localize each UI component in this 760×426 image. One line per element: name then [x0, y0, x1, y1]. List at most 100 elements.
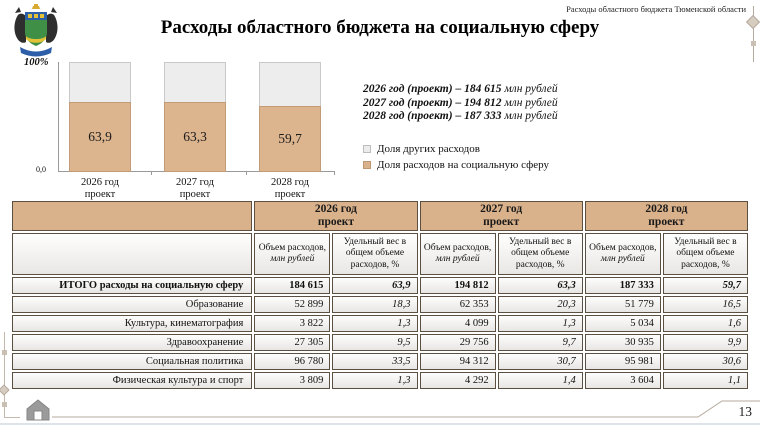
category-label-2026: 2026 год проект: [81, 177, 119, 200]
subheader-share-2028: Удельный вес в общем объеме расходов, %: [662, 233, 748, 275]
budget-table: 2026 год проект 2027 год проект 2028 год пр…: [10, 199, 750, 391]
cell-value: 94 312: [419, 353, 496, 370]
year-header-2028: 2028 год проект: [584, 201, 748, 231]
cell-value: 51 779: [584, 296, 661, 313]
table-row: Образование 52 899 18,3 62 353 20,3 51 7…: [12, 296, 748, 313]
tyumen-coat-of-arms-icon: [14, 4, 58, 57]
cell-value: 3 604: [584, 372, 661, 389]
cell-value: 30,7: [497, 353, 583, 370]
table-row: Физическая культура и спорт 3 809 1,3 4 …: [12, 372, 748, 389]
table-row: Социальная политика 96 780 33,5 94 312 3…: [12, 353, 748, 370]
cell-value: 63,9: [332, 277, 418, 294]
table-row-total: ИТОГО расходы на социальную сферу 184 61…: [12, 277, 748, 294]
cell-value: 29 756: [419, 334, 496, 351]
right-decor-square-icon: [751, 41, 756, 46]
bar-2027-value: 63,3: [183, 129, 207, 145]
bar-2026: 63,9: [69, 62, 131, 172]
cell-value: 9,9: [662, 334, 748, 351]
bar-2026-value: 63,9: [88, 128, 112, 144]
x-axis-tick: [334, 171, 335, 175]
table-row: Здравоохранение 27 305 9,5 29 756 9,7 30…: [12, 334, 748, 351]
subheader-share-2026: Удельный вес в общем объеме расходов, %: [332, 233, 418, 275]
totals-annotation: 2026 год (проект) – 184 615 млн рублей 2…: [363, 83, 558, 124]
year-header-2027: 2027 год проект: [419, 201, 583, 231]
left-decor-line: [4, 332, 5, 418]
cell-value: 187 333: [584, 277, 661, 294]
cell-value: 18,3: [332, 296, 418, 313]
cell-value: 52 899: [254, 296, 331, 313]
cell-value: 1,6: [662, 315, 748, 332]
row-label: Физическая культура и спорт: [12, 372, 253, 389]
left-decor-foot-line: [4, 417, 20, 418]
page-title: Расходы областного бюджета на социальную…: [160, 17, 600, 38]
cell-value: 1,1: [662, 372, 748, 389]
cell-value: 33,5: [332, 353, 418, 370]
page-number: 13: [738, 404, 753, 419]
cell-value: 96 780: [254, 353, 331, 370]
header-corner-text: Расходы областного бюджета Тюменской обл…: [566, 4, 746, 14]
bar-2028-other-segment: [259, 62, 321, 107]
footer-rule-line: [52, 400, 760, 418]
table-corner-cell: [12, 201, 253, 231]
cell-value: 194 812: [419, 277, 496, 294]
chart-legend: Доля других расходов Доля расходов на со…: [363, 141, 549, 173]
row-label: Социальная политика: [12, 353, 253, 370]
cell-value: 59,7: [662, 277, 748, 294]
subheader-share-2027: Удельный вес в общем объеме расходов, %: [497, 233, 583, 275]
legend-label-social: Доля расходов на социальную сферу: [377, 159, 549, 171]
bar-2027-social-segment: 63,3: [164, 102, 226, 172]
x-axis-tick: [151, 171, 152, 175]
left-decor-square-icon: [2, 350, 7, 355]
label-column-header: [12, 233, 253, 275]
subheader-volume-2027: Объем расходов, млн рублей: [419, 233, 496, 275]
cell-value: 184 615: [254, 277, 331, 294]
cell-value: 5 034: [584, 315, 661, 332]
legend-item-social: Доля расходов на социальную сферу: [363, 157, 549, 173]
left-decor-square-icon: [2, 402, 7, 407]
cell-value: 4 292: [419, 372, 496, 389]
total-2026: 2026 год (проект) – 184 615 млн рублей: [363, 83, 558, 95]
cell-value: 9,5: [332, 334, 418, 351]
slide-bottom-edge: [0, 423, 760, 425]
subheader-volume-2028: Объем расходов, млн рублей: [584, 233, 661, 275]
bar-2026-other-segment: [69, 62, 131, 102]
category-label-2028: 2028 год проект: [271, 177, 309, 200]
legend-swatch-social-icon: [363, 161, 371, 169]
legend-item-other: Доля других расходов: [363, 141, 549, 157]
category-label-2027: 2027 год проект: [176, 177, 214, 200]
year-header-2026: 2026 год проект: [254, 201, 418, 231]
cell-value: 1,4: [497, 372, 583, 389]
cell-value: 3 822: [254, 315, 331, 332]
stacked-bar-chart: 63,9 63,3 59,7: [58, 62, 335, 175]
home-icon[interactable]: [24, 398, 52, 421]
cell-value: 27 305: [254, 334, 331, 351]
legend-swatch-other-icon: [363, 145, 371, 153]
bar-2027-other-segment: [164, 62, 226, 103]
bar-2028-value: 59,7: [278, 131, 302, 147]
total-2027: 2027 год (проект) – 194 812 млн рублей: [363, 96, 558, 109]
row-label: Образование: [12, 296, 253, 313]
cell-value: 1,3: [332, 315, 418, 332]
bar-2028-social-segment: 59,7: [259, 106, 321, 172]
table-year-header-row: 2026 год проект 2027 год проект 2028 год пр…: [12, 201, 748, 231]
subheader-volume-2026: Объем расходов, млн рублей: [254, 233, 331, 275]
legend-label-other: Доля других расходов: [377, 143, 480, 155]
cell-value: 4 099: [419, 315, 496, 332]
cell-value: 30,6: [662, 353, 748, 370]
right-decor-line: [753, 6, 754, 62]
cell-value: 3 809: [254, 372, 331, 389]
cell-value: 9,7: [497, 334, 583, 351]
row-label: ИТОГО расходы на социальную сферу: [12, 277, 253, 294]
cell-value: 30 935: [584, 334, 661, 351]
y-axis-bottom-label: 0,0: [36, 165, 46, 174]
cell-value: 20,3: [497, 296, 583, 313]
left-decor-diamond-icon: [0, 384, 10, 396]
table-row: Культура, кинематография 3 822 1,3 4 099…: [12, 315, 748, 332]
bar-2026-social-segment: 63,9: [69, 101, 131, 172]
total-2028: 2028 год (проект) – 187 333 млн рублей: [363, 110, 558, 122]
bar-2027: 63,3: [164, 62, 226, 172]
cell-value: 95 981: [584, 353, 661, 370]
x-axis-tick: [246, 171, 247, 175]
cell-value: 1,3: [332, 372, 418, 389]
